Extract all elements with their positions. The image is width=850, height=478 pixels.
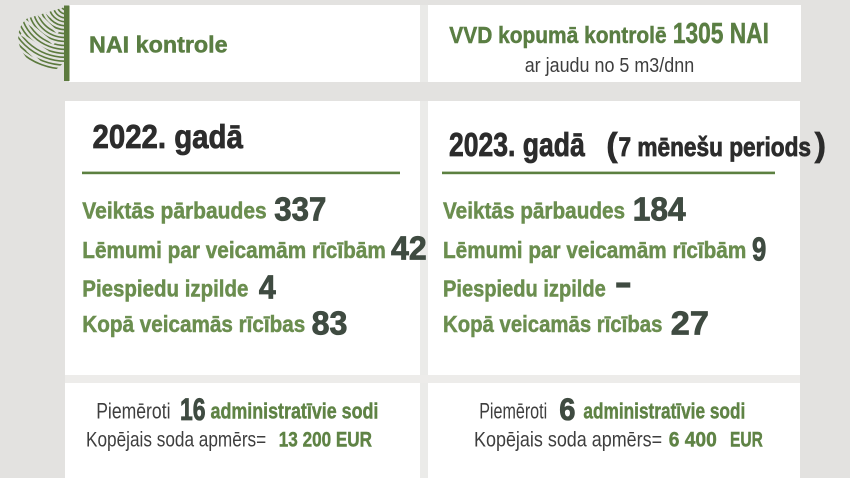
svg-text:(: ( [606, 127, 618, 164]
svg-text:7 mēnešu periods: 7 mēnešu periods [619, 132, 812, 162]
svg-text:): ) [815, 127, 826, 164]
svg-text:2022. gadā: 2022. gadā [93, 119, 244, 156]
svg-text:Piemēroti: Piemēroti [96, 399, 170, 424]
svg-text:Veiktās pārbaudes: Veiktās pārbaudes [82, 197, 266, 223]
svg-text:Kopējais soda apmērs=: Kopējais soda apmērs= [474, 427, 662, 451]
svg-text:Piespiedu izpilde: Piespiedu izpilde [82, 275, 248, 301]
svg-text:9: 9 [752, 231, 766, 268]
svg-text:6: 6 [559, 391, 575, 427]
svg-text:2023. gadā: 2023. gadā [449, 127, 585, 164]
svg-text:1305 NAI: 1305 NAI [673, 18, 769, 50]
svg-text:Kopā veicamās rīcības: Kopā veicamās rīcības [82, 311, 305, 337]
svg-text:NAI kontrole: NAI kontrole [89, 32, 228, 58]
svg-text:EUR: EUR [730, 427, 763, 451]
svg-text:administratīvie sodi: administratīvie sodi [211, 399, 379, 424]
svg-text:13 200 EUR: 13 200 EUR [279, 427, 373, 451]
svg-text:42: 42 [391, 231, 427, 268]
svg-text:Kopējais soda apmērs=: Kopējais soda apmērs= [86, 427, 266, 451]
svg-text:Veiktās pārbaudes: Veiktās pārbaudes [443, 197, 625, 223]
svg-text:ar jaudu no 5 m3/dnn: ar jaudu no 5 m3/dnn [525, 55, 695, 77]
svg-text:Lēmumi par veicamām rīcībām: Lēmumi par veicamām rīcībām [443, 237, 746, 263]
svg-text:VVD kopumā kontrolē: VVD kopumā kontrolē [449, 22, 666, 48]
svg-text:Lēmumi par veicamām rīcībām: Lēmumi par veicamām rīcībām [82, 237, 386, 263]
svg-text:administratīvie sodi: administratīvie sodi [583, 399, 745, 424]
svg-text:83: 83 [312, 305, 348, 342]
svg-text:Piespiedu izpilde: Piespiedu izpilde [443, 275, 606, 301]
svg-text:4: 4 [259, 269, 276, 306]
svg-text:Piemēroti: Piemēroti [479, 399, 547, 424]
svg-text:27: 27 [671, 305, 709, 342]
svg-text:16: 16 [180, 391, 206, 427]
svg-text:337: 337 [274, 191, 326, 228]
svg-text:Kopā veicamās rīcības: Kopā veicamās rīcības [443, 311, 662, 337]
svg-text:184: 184 [633, 191, 686, 228]
svg-text:6 400: 6 400 [669, 427, 717, 451]
